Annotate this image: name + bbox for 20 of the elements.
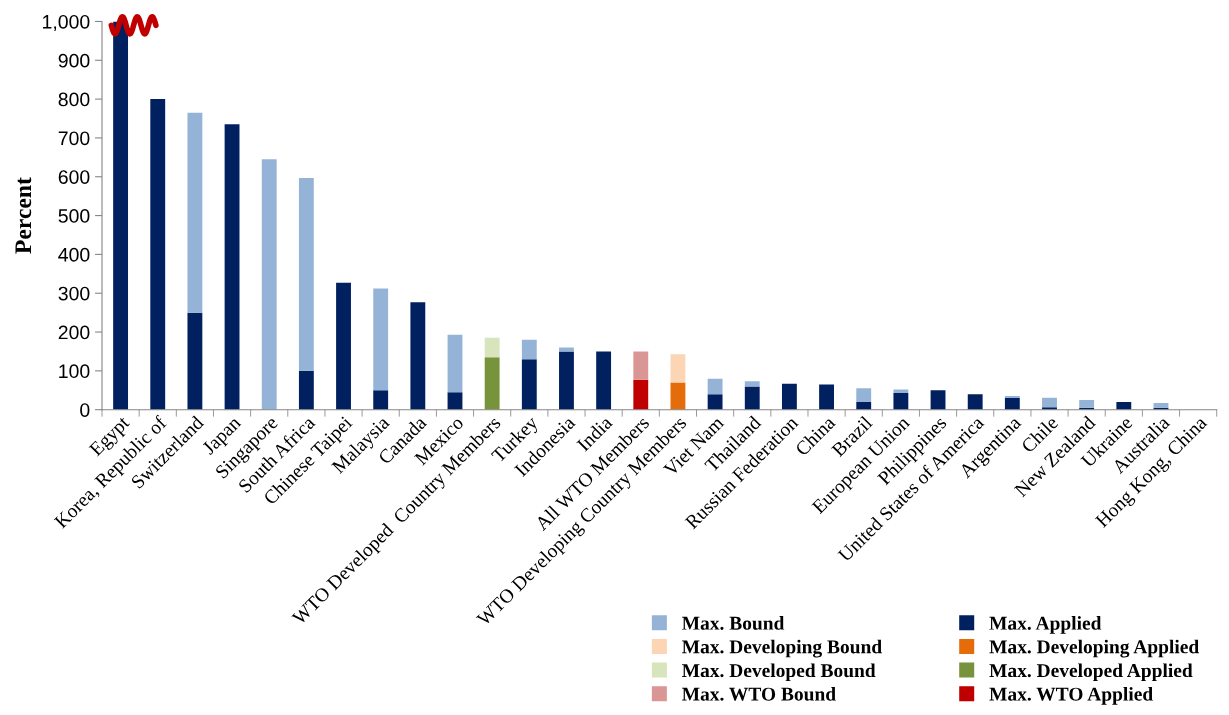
legend-label: Max. WTO Bound bbox=[682, 687, 836, 701]
y-tick-label: 1,000 bbox=[43, 14, 90, 31]
legend-label: Max. WTO Applied bbox=[989, 687, 1153, 705]
legend-label: Max. Developed Applied bbox=[989, 663, 1193, 682]
y-tick-label: 800 bbox=[58, 92, 90, 107]
y-axis-title: Percent bbox=[15, 177, 32, 254]
legend-label: Max. Bound bbox=[682, 616, 785, 630]
y-tick-label: 200 bbox=[58, 325, 90, 340]
legend-label: Max. Applied bbox=[989, 616, 1102, 634]
y-tick-label: 700 bbox=[58, 131, 90, 146]
y-tick-label: 900 bbox=[58, 53, 90, 68]
legend-label: Max. Developing Applied bbox=[989, 639, 1199, 658]
y-tick-label: 0 bbox=[80, 403, 90, 417]
y-tick-label: 400 bbox=[58, 247, 90, 262]
legend-label: Max. Developed Bound bbox=[682, 663, 876, 682]
y-tick-label: 500 bbox=[58, 209, 90, 223]
y-tick-label: 600 bbox=[58, 170, 90, 184]
y-tick-label: 300 bbox=[58, 286, 90, 301]
legend-label: Max. Developing Bound bbox=[682, 639, 882, 658]
y-tick-label: 100 bbox=[59, 364, 90, 379]
